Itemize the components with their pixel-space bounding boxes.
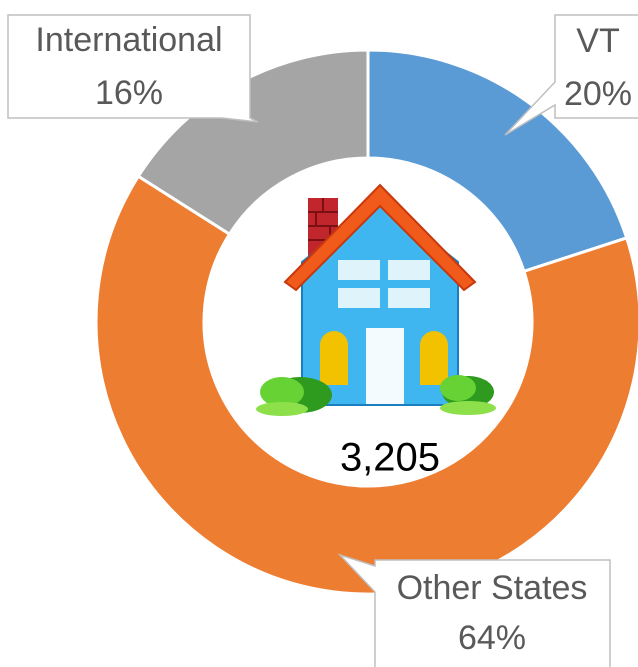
callout-box — [337, 553, 611, 667]
donut-slice — [94, 174, 638, 596]
center-label: 3,205 — [340, 436, 440, 480]
donut-slice — [366, 48, 629, 274]
value-label: 64% — [458, 619, 526, 657]
value-label: 20% — [564, 75, 632, 113]
slice-label: International — [35, 21, 222, 59]
slice-label: Other States — [397, 569, 588, 607]
slice-label: VT — [576, 22, 619, 60]
donut — [94, 48, 638, 596]
house-icon — [256, 183, 496, 416]
callout-box — [504, 14, 638, 136]
callouts: VT 20% Other States 64% International 16% — [7, 14, 638, 667]
value-label: 16% — [95, 74, 163, 112]
callout-box — [7, 14, 259, 123]
